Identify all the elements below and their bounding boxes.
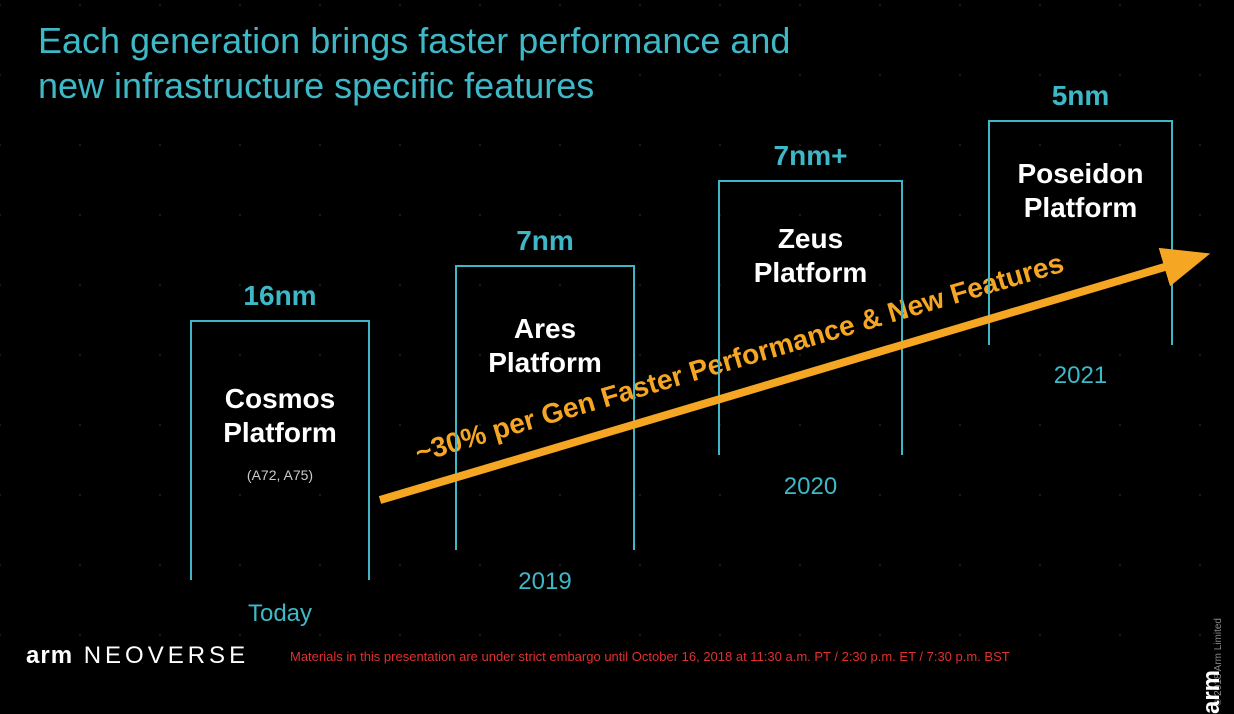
year-label-cosmos: Today xyxy=(190,600,370,628)
platform-name-line1: Poseidon xyxy=(1017,158,1143,189)
process-label-poseidon: 5nm xyxy=(990,80,1171,112)
platform-name-line2: Platform xyxy=(488,347,602,378)
platform-box-cosmos: 16nm Cosmos Platform (A72, A75) xyxy=(190,320,370,580)
platform-box-zeus: 7nm+ Zeus Platform xyxy=(718,180,903,455)
brand-logo-right: arm xyxy=(1198,670,1226,714)
year-label-ares: 2019 xyxy=(455,568,635,596)
platform-box-poseidon: 5nm Poseidon Platform xyxy=(988,120,1173,345)
process-label-cosmos: 16nm xyxy=(192,280,368,312)
title-line-2: new infrastructure specific features xyxy=(38,65,594,106)
platform-name-cosmos: Cosmos Platform xyxy=(192,382,368,449)
slide-title: Each generation brings faster performanc… xyxy=(38,18,790,108)
platform-name-line2: Platform xyxy=(754,257,868,288)
year-label-zeus: 2020 xyxy=(718,473,903,501)
platform-box-ares: 7nm Ares Platform xyxy=(455,265,635,550)
platform-name-line1: Zeus xyxy=(778,223,843,254)
brand-arm: arm xyxy=(26,642,73,669)
title-line-1: Each generation brings faster performanc… xyxy=(38,20,790,61)
platform-name-ares: Ares Platform xyxy=(457,312,633,379)
brand-logo-left: arm NEOVERSE xyxy=(26,642,249,670)
year-label-poseidon: 2021 xyxy=(988,362,1173,390)
embargo-notice: Materials in this presentation are under… xyxy=(290,649,1010,664)
platform-subname-cosmos: (A72, A75) xyxy=(192,467,368,483)
platform-name-poseidon: Poseidon Platform xyxy=(990,157,1171,224)
process-label-zeus: 7nm+ xyxy=(720,140,901,172)
platform-name-line2: Platform xyxy=(1024,192,1138,223)
platform-name-line2: Platform xyxy=(223,417,337,448)
process-label-ares: 7nm xyxy=(457,225,633,257)
platform-name-zeus: Zeus Platform xyxy=(720,222,901,289)
brand-neoverse: NEOVERSE xyxy=(73,642,249,669)
platform-name-line1: Ares xyxy=(514,313,576,344)
platform-name-line1: Cosmos xyxy=(225,383,335,414)
